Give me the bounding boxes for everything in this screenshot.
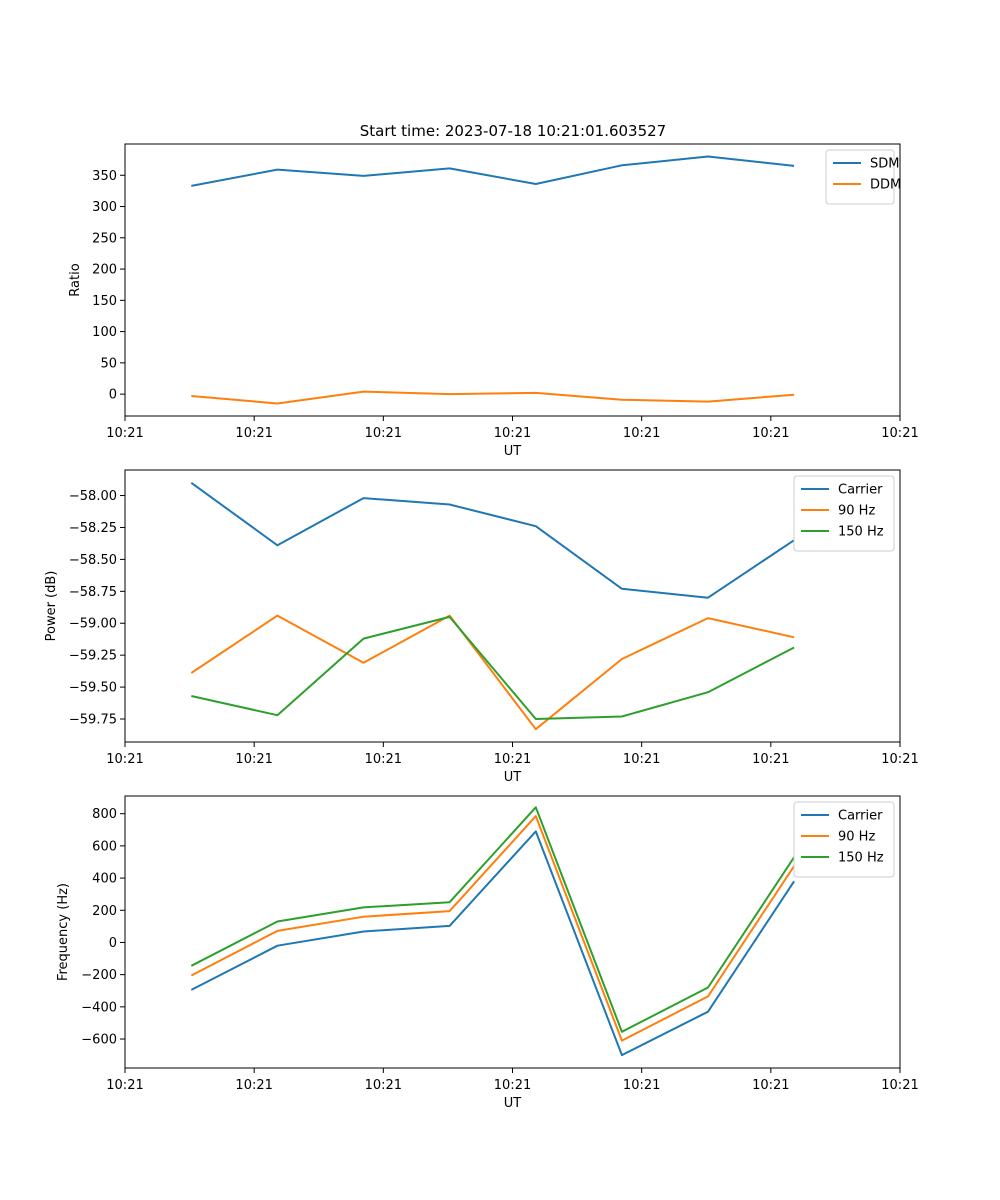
legend-label: 90 Hz	[838, 504, 875, 519]
x-tick-label: 10:21	[752, 426, 789, 441]
legend-box	[793, 801, 895, 878]
x-tick-label: 10:21	[623, 426, 660, 441]
legend-label: 150 Hz	[838, 525, 884, 540]
y-tick-label: −58.00	[69, 489, 117, 504]
ratio-chart: Start time: 2023-07-18 10:21:01.603527 1…	[68, 122, 919, 459]
y-tick-label: 150	[92, 294, 117, 309]
x-axis-label: UT	[504, 444, 522, 459]
y-tick-label: 800	[92, 807, 117, 822]
x-tick-label: 10:21	[106, 752, 143, 767]
y-tick-label: 400	[92, 872, 117, 887]
series-line-90-hz	[190, 815, 795, 1042]
x-tick-label: 10:21	[235, 1078, 272, 1093]
y-tick-label: 350	[92, 169, 117, 184]
y-tick-label: −58.50	[69, 553, 117, 568]
legend-label: SDM	[870, 157, 899, 172]
legend-label: Carrier	[838, 483, 883, 498]
y-tick-label: −59.50	[69, 681, 117, 696]
x-tick-label: 10:21	[106, 426, 143, 441]
y-tick-label: 0	[109, 936, 117, 951]
legend: Carrier 90 Hz 150 Hz	[793, 475, 895, 552]
y-tick-label: −58.75	[69, 585, 117, 600]
y-tick-label: 200	[92, 904, 117, 919]
chart-title: Start time: 2023-07-18 10:21:01.603527	[360, 122, 666, 140]
x-axis-label: UT	[504, 1096, 522, 1111]
x-axis-label: UT	[504, 770, 522, 785]
x-tick-label: 10:21	[752, 1078, 789, 1093]
x-tick-label: 10:21	[752, 752, 789, 767]
y-tick-label: −600	[81, 1033, 117, 1048]
y-tick-label: 200	[92, 263, 117, 278]
y-tick-label: 250	[92, 231, 117, 246]
series-line-ddm	[191, 390, 795, 405]
x-tick-label: 10:21	[623, 752, 660, 767]
y-tick-label: −58.25	[69, 521, 117, 536]
legend-label: 150 Hz	[838, 851, 884, 866]
x-tick-label: 10:21	[235, 752, 272, 767]
y-tick-label: −400	[81, 1000, 117, 1015]
y-tick-label: −59.00	[69, 617, 117, 632]
x-tick-label: 10:21	[881, 426, 918, 441]
series-line-150-hz	[191, 615, 795, 720]
series-line-carrier	[190, 481, 795, 599]
y-tick-label: −200	[81, 968, 117, 983]
y-tick-label: −59.75	[69, 713, 117, 728]
x-tick-label: 10:21	[494, 1078, 531, 1093]
y-axis-label: Ratio	[68, 263, 83, 296]
series-line-150-hz	[190, 806, 795, 1033]
legend-label: 90 Hz	[838, 830, 875, 845]
x-tick-label: 10:21	[235, 426, 272, 441]
y-tick-label: 100	[92, 325, 117, 340]
y-tick-label: −59.25	[69, 649, 117, 664]
legend: Carrier 90 Hz 150 Hz	[793, 801, 895, 878]
legend: SDM DDM	[825, 149, 901, 205]
x-tick-label: 10:21	[881, 1078, 918, 1093]
x-tick-label: 10:21	[365, 752, 402, 767]
x-tick-label: 10:21	[494, 426, 531, 441]
x-tick-label: 10:21	[494, 752, 531, 767]
x-tick-label: 10:21	[623, 1078, 660, 1093]
y-axis-label: Power (dB)	[44, 571, 59, 642]
x-tick-label: 10:21	[881, 752, 918, 767]
legend-box	[793, 475, 895, 552]
power-chart: 10:21 10:21 10:21 10:21 10:21 10:21 10:21 −59.7…	[44, 469, 919, 785]
legend-label: Carrier	[838, 809, 883, 824]
series-line-90-hz	[190, 614, 795, 731]
y-axis-label: Frequency (Hz)	[56, 883, 71, 981]
x-tick-label: 10:21	[365, 1078, 402, 1093]
y-tick-label: 600	[92, 839, 117, 854]
x-tick-label: 10:21	[106, 1078, 143, 1093]
legend-label: DDM	[870, 178, 901, 193]
y-tick-label: 300	[92, 200, 117, 215]
y-tick-label: 0	[109, 388, 117, 403]
series-line-carrier	[190, 830, 795, 1057]
series-line-sdm	[191, 155, 795, 187]
frequency-chart: 10:21 10:21 10:21 10:21 10:21 10:21 10:21 −600 −…	[56, 795, 919, 1111]
x-tick-label: 10:21	[365, 426, 402, 441]
y-tick-label: 50	[100, 356, 117, 371]
